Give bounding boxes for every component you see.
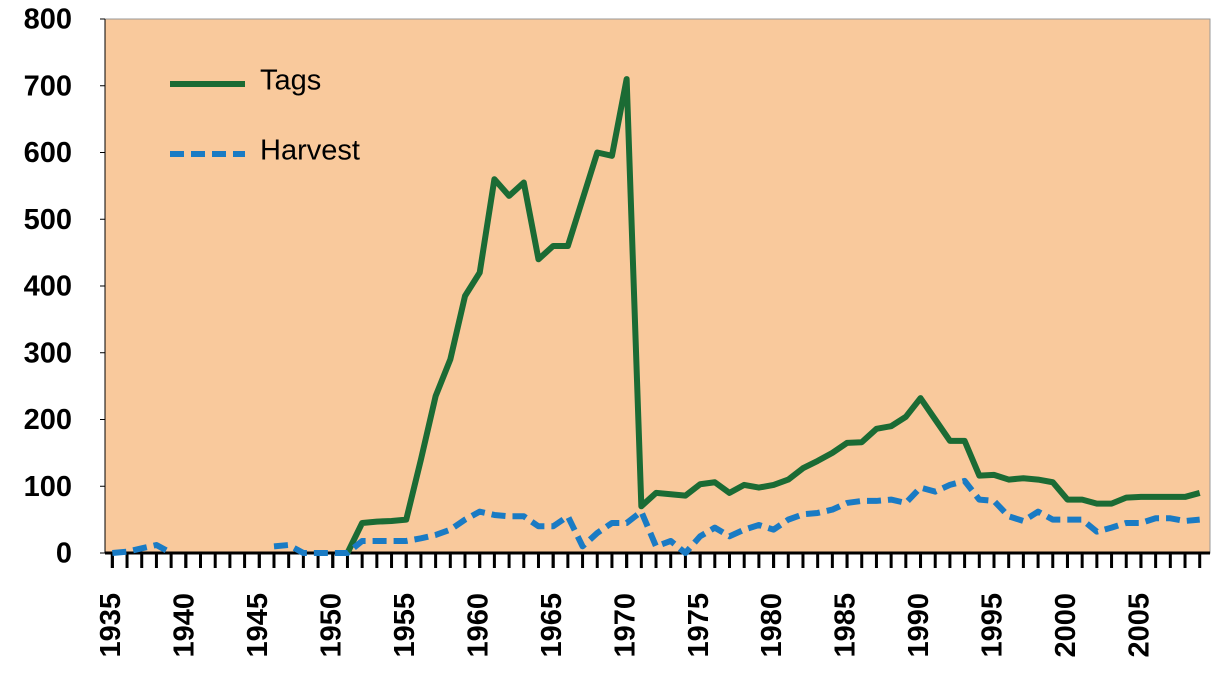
plot-area	[104, 18, 1211, 554]
y-tick-label: 800	[24, 4, 72, 36]
y-tick-label: 600	[24, 137, 72, 169]
x-tick-label: 1960	[462, 593, 494, 658]
legend-label: Harvest	[260, 135, 360, 167]
y-tick-label: 700	[24, 70, 72, 102]
y-tick-label: 500	[24, 204, 72, 236]
x-tick-label: 1965	[536, 593, 568, 658]
y-tick-label: 100	[24, 471, 72, 503]
x-tick-label: 1975	[683, 593, 715, 658]
legend-label: Tags	[260, 65, 321, 97]
x-tick-label: 1935	[95, 593, 127, 658]
x-tick-label: 2000	[1050, 593, 1082, 658]
series-line	[112, 541, 173, 556]
series-line	[344, 76, 1201, 555]
x-tick-label: 1970	[609, 593, 641, 658]
x-tick-label: 1950	[315, 593, 347, 658]
x-tick-label: 1980	[756, 593, 788, 658]
x-tick-label: 2005	[1124, 593, 1156, 658]
x-tick-label: 1945	[242, 593, 274, 658]
y-tick-label: 200	[24, 404, 72, 436]
x-tick-label: 1940	[168, 593, 200, 658]
y-tick-label: 300	[24, 337, 72, 369]
y-tick-label: 400	[24, 271, 72, 303]
y-tick-label: 0	[56, 538, 72, 570]
x-tick-label: 1955	[389, 593, 421, 658]
series-line	[273, 477, 1200, 556]
x-tick-label: 1990	[903, 593, 935, 658]
x-tick-label: 1995	[977, 593, 1009, 658]
x-tick-label: 1985	[830, 593, 862, 658]
